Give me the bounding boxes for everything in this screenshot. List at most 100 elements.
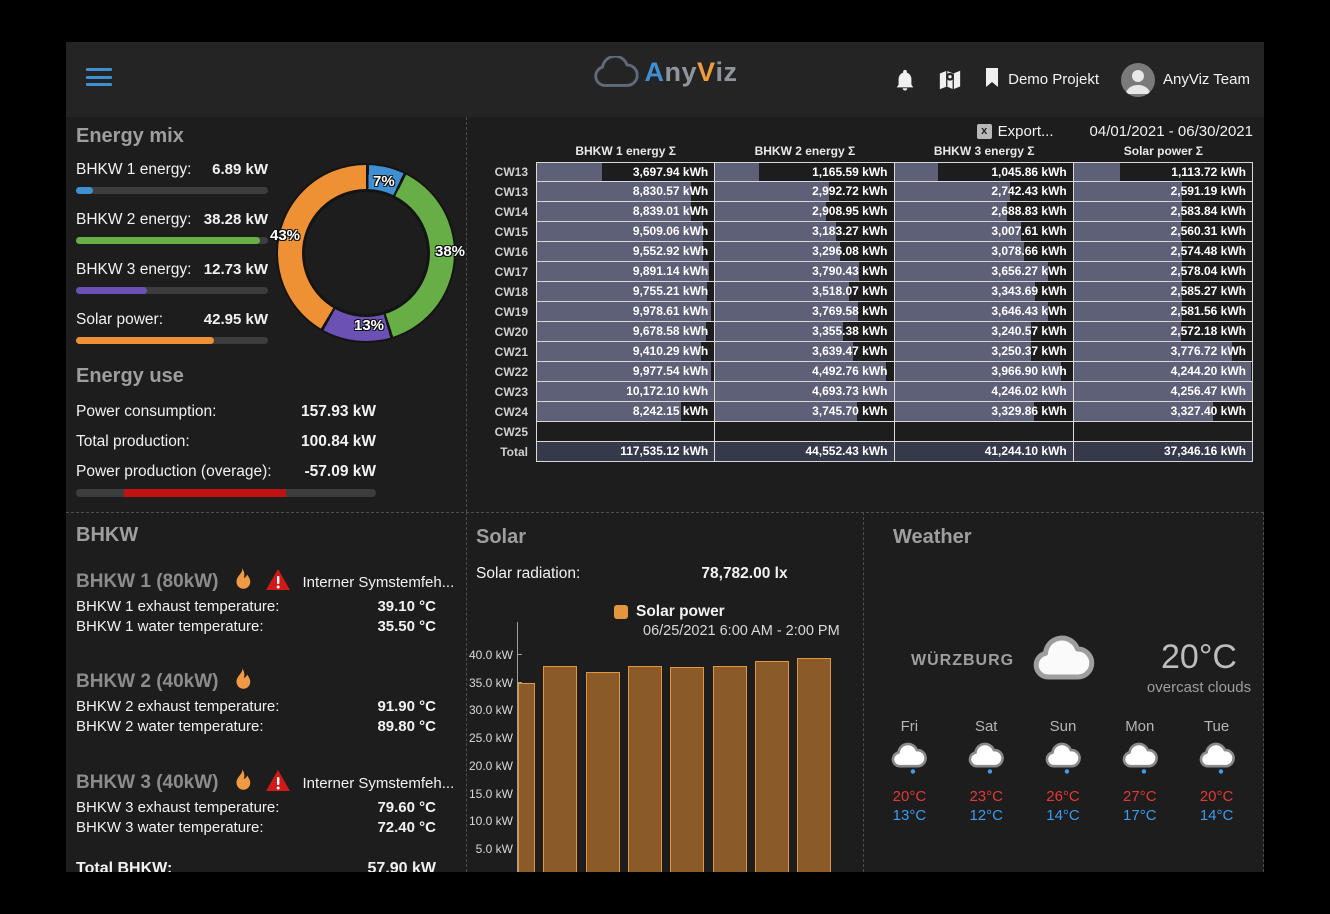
bhkw-unit: BHKW 1 (80kW) Interner Symstemfeh... BHKW … bbox=[76, 567, 456, 636]
forecast-day-card: Tue 20°C 14°C bbox=[1178, 712, 1255, 830]
cell-data-bar bbox=[715, 402, 858, 421]
forecast-day-card: Mon 27°C 17°C bbox=[1101, 712, 1178, 830]
energy-use-label: Power production (overage): bbox=[76, 463, 272, 480]
table-cell: 3,769.58 kWh bbox=[715, 302, 895, 322]
table-column-header: BHKW 3 energy Σ bbox=[933, 144, 1035, 158]
solar-power-bar bbox=[543, 666, 578, 872]
weather-location: WÜRZBURG bbox=[911, 652, 1015, 669]
energy-use-row: Total production: 100.84 kW bbox=[76, 433, 376, 451]
cell-value: 10,172.10 kWh bbox=[626, 384, 709, 398]
solar-power-bar-chart: 40.0 kW 35.0 kW 30.0 kW 25.0 kW 20.0 kW 15.0 … bbox=[469, 622, 848, 872]
table-cell: 3,240.57 kWh bbox=[894, 322, 1074, 342]
total-label: Total bbox=[500, 445, 528, 459]
cell-value: 3,656.27 kWh bbox=[991, 264, 1067, 278]
forecast-high-temp: 23°C bbox=[969, 788, 1003, 805]
forecast-day-card: Sat 23°C 12°C bbox=[948, 712, 1025, 830]
energy-mix-label: Solar power: bbox=[76, 311, 164, 328]
cell-data-bar bbox=[715, 202, 826, 221]
cell-value: 3,745.70 kWh bbox=[812, 404, 888, 418]
energy-mix-bar-track bbox=[76, 287, 268, 294]
energy-mix-bar-track bbox=[76, 337, 268, 344]
forecast-low-temp: 17°C bbox=[1123, 807, 1157, 824]
energy-mix-value: 42.95 kW bbox=[203, 311, 268, 328]
bhkw-temperature-row: BHKW 1 water temperature: 35.50 °C bbox=[76, 616, 456, 636]
map-icon[interactable] bbox=[938, 68, 962, 92]
y-axis-tick: 5.0 kW bbox=[467, 842, 522, 856]
table-cell: 3,639.47 kWh bbox=[715, 342, 895, 362]
bhkw-temp-label: BHKW 2 water temperature: bbox=[76, 717, 264, 735]
menu-button[interactable] bbox=[86, 68, 112, 90]
table-cell: 2,591.19 kWh bbox=[1073, 182, 1253, 202]
energy-mix-label: BHKW 3 energy: bbox=[76, 261, 192, 278]
cell-data-bar bbox=[1073, 282, 1182, 301]
energy-use-label: Total production: bbox=[76, 433, 190, 450]
cell-value: 9,552.92 kWh bbox=[632, 244, 709, 258]
cell-data-bar bbox=[894, 222, 1021, 241]
user-menu[interactable]: AnyViz Team bbox=[1121, 62, 1250, 97]
table-toolbar: x Export... 04/01/2021 - 06/30/2021 bbox=[976, 123, 1253, 140]
table-cell: 4,246.02 kWh bbox=[894, 382, 1074, 402]
cell-data-bar bbox=[894, 182, 1010, 201]
cell-data-bar bbox=[537, 282, 707, 301]
solar-power-bar bbox=[712, 666, 747, 872]
bookmark-icon bbox=[984, 67, 1000, 92]
project-selector[interactable]: Demo Projekt bbox=[984, 67, 1099, 92]
cell-data-bar bbox=[1073, 182, 1183, 201]
forecast-high-temp: 20°C bbox=[1199, 788, 1234, 805]
y-axis-tick: 25.0 kW bbox=[467, 731, 522, 745]
cell-data-bar bbox=[1073, 382, 1252, 401]
energy-mix-bar-fill bbox=[76, 337, 215, 344]
cell-value: 3,240.57 kWh bbox=[991, 324, 1067, 338]
cell-value: 2,688.83 kWh bbox=[991, 204, 1067, 218]
cell-value: 9,891.14 kWh bbox=[632, 264, 709, 278]
table-cell: 3,646.43 kWh bbox=[894, 302, 1074, 322]
weekly-energy-table: CW13 3,697.94 kWh 1,165.59 kWh 1,045.86 kWh… bbox=[466, 162, 1253, 462]
cell-data-bar bbox=[894, 262, 1048, 281]
export-button[interactable]: x Export... bbox=[976, 123, 1054, 140]
cell-value: 3,183.27 kWh bbox=[812, 224, 888, 238]
total-value: 117,535.12 kWh bbox=[620, 444, 709, 458]
bhkw-temp-value: 89.80 °C bbox=[377, 717, 436, 735]
warning-icon bbox=[265, 769, 291, 798]
cell-data-bar bbox=[715, 302, 859, 321]
user-avatar bbox=[1121, 62, 1155, 97]
bhkw-unit: BHKW 2 (40kW) BHKW 2 exhaust temperature:… bbox=[76, 667, 456, 736]
bhkw-unit-name: BHKW 3 (40kW) bbox=[76, 772, 219, 793]
forecast-low-temp: 14°C bbox=[1046, 807, 1080, 824]
cell-data-bar bbox=[894, 342, 1032, 361]
flame-icon bbox=[231, 567, 253, 598]
week-label: CW23 bbox=[494, 385, 528, 399]
table-cell: 9,552.92 kWh bbox=[536, 242, 716, 262]
week-label: CW13 bbox=[494, 185, 528, 199]
solar-radiation-row: Solar radiation: 78,782.00 lx bbox=[476, 565, 853, 583]
week-label: CW22 bbox=[494, 365, 528, 379]
solar-title: Solar bbox=[476, 526, 527, 548]
total-value: 41,244.10 kWh bbox=[984, 444, 1067, 458]
rain-cloud-icon bbox=[1119, 741, 1161, 782]
logo-letter: iz bbox=[715, 57, 738, 87]
forecast-day-label: Mon bbox=[1125, 718, 1155, 735]
cell-data-bar bbox=[1073, 302, 1182, 321]
table-cell: 3,656.27 kWh bbox=[894, 262, 1074, 282]
bhkw-temp-label: BHKW 2 exhaust temperature: bbox=[76, 697, 280, 715]
table-cell: 2,908.95 kWh bbox=[715, 202, 895, 222]
table-cell bbox=[894, 422, 1074, 442]
cell-data-bar bbox=[537, 302, 711, 321]
cell-data-bar bbox=[1073, 202, 1182, 221]
cell-data-bar bbox=[715, 282, 849, 301]
cell-value: 3,296.08 kWh bbox=[812, 244, 888, 258]
solar-power-bar bbox=[670, 666, 705, 872]
notifications-bell-icon[interactable] bbox=[894, 68, 916, 92]
date-range-picker[interactable]: 04/01/2021 - 06/30/2021 bbox=[1089, 123, 1253, 140]
y-axis-tick: 15.0 kW bbox=[467, 787, 522, 801]
user-name: AnyViz Team bbox=[1163, 71, 1250, 88]
cell-value: 9,755.21 kWh bbox=[632, 284, 709, 298]
cell-value: 2,578.04 kWh bbox=[1170, 264, 1246, 278]
cell-value: 9,410.29 kWh bbox=[632, 344, 709, 358]
solar-radiation-label: Solar radiation: bbox=[476, 565, 581, 582]
cell-data-bar bbox=[1073, 322, 1182, 341]
week-label: CW24 bbox=[494, 405, 528, 419]
cell-value: 8,830.57 kWh bbox=[632, 184, 709, 198]
forecast-day-label: Fri bbox=[900, 718, 919, 735]
